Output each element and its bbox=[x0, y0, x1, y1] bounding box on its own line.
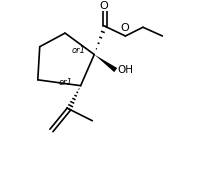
Polygon shape bbox=[94, 54, 117, 72]
Text: O: O bbox=[120, 23, 129, 33]
Text: O: O bbox=[99, 1, 108, 11]
Text: or1: or1 bbox=[72, 46, 85, 55]
Text: or1: or1 bbox=[58, 78, 72, 87]
Text: OH: OH bbox=[118, 65, 134, 75]
